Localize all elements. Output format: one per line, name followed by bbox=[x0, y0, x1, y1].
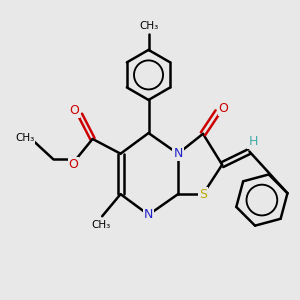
Text: N: N bbox=[144, 208, 153, 221]
Text: N: N bbox=[173, 147, 183, 160]
Text: O: O bbox=[219, 102, 229, 115]
Text: CH₃: CH₃ bbox=[91, 220, 110, 230]
Text: S: S bbox=[199, 188, 207, 201]
Text: H: H bbox=[248, 135, 258, 148]
Text: O: O bbox=[68, 158, 78, 171]
Text: CH₃: CH₃ bbox=[15, 133, 34, 143]
Text: O: O bbox=[69, 104, 79, 118]
Text: CH₃: CH₃ bbox=[139, 21, 158, 31]
